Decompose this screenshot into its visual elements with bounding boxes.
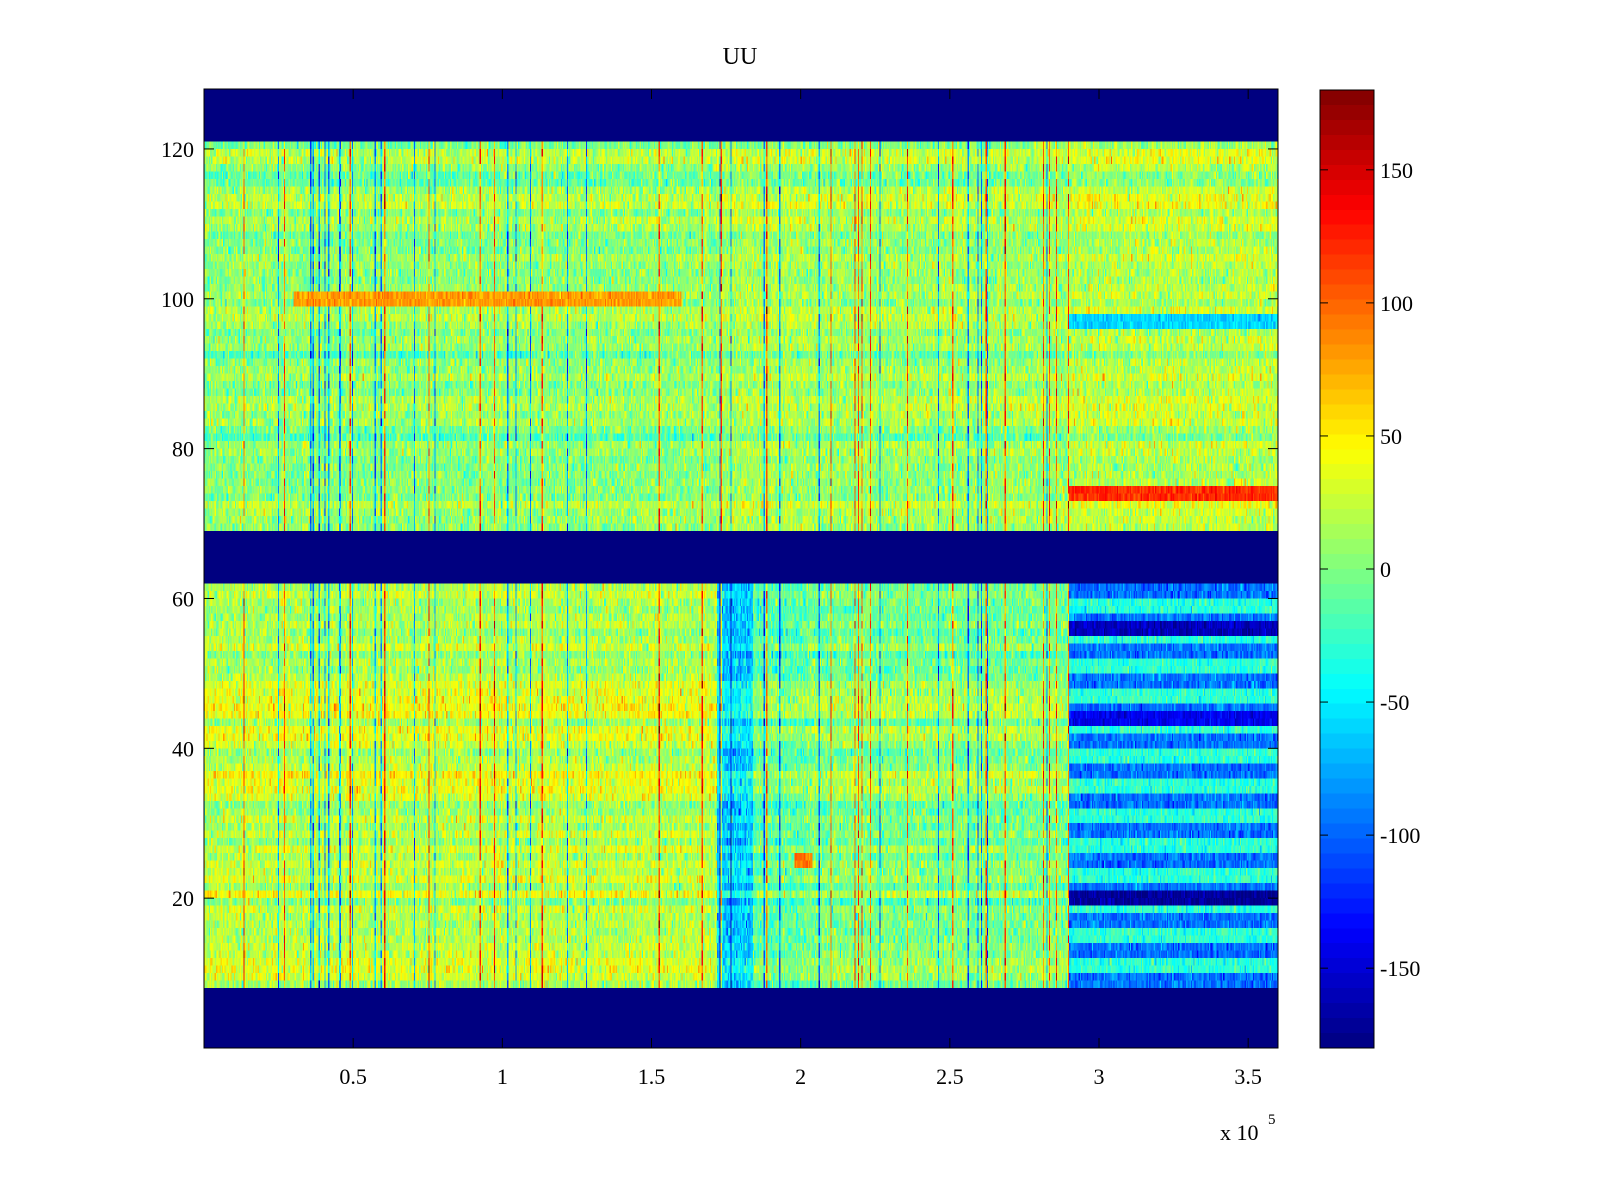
y-tick-label: 60 bbox=[172, 586, 194, 611]
plot-frame bbox=[203, 88, 1279, 1049]
y-tick-label: 20 bbox=[172, 886, 194, 911]
x-axis: 0.5 1 1.5 2 2.5 3 3.5 bbox=[339, 89, 1262, 1089]
y-tick-label: 120 bbox=[161, 137, 194, 162]
x-tick-label: 3.5 bbox=[1234, 1064, 1262, 1089]
x-tick-label: 3 bbox=[1094, 1064, 1105, 1089]
chart-title: UU bbox=[723, 44, 758, 70]
colorbar-tick-label: -100 bbox=[1380, 823, 1420, 848]
x-exponent-power: 5 bbox=[1268, 1112, 1276, 1128]
colorbar-tick-label: 0 bbox=[1380, 557, 1391, 582]
x-exponent-label: x 10 5 bbox=[1220, 1112, 1276, 1145]
colorbar: 150 100 50 0 -50 -100 -150 bbox=[1319, 89, 1420, 1049]
heatmap-plot-area bbox=[203, 88, 1279, 1049]
y-tick-label: 40 bbox=[172, 736, 194, 761]
y-tick-label: 100 bbox=[161, 287, 194, 312]
colorbar-tick-label: 100 bbox=[1380, 291, 1413, 316]
x-exponent-base: x 10 bbox=[1220, 1120, 1259, 1145]
heatmap-image bbox=[204, 89, 1278, 1048]
colorbar-tick-label: -150 bbox=[1380, 956, 1420, 981]
y-tick-label: 80 bbox=[172, 437, 194, 462]
x-tick-label: 1 bbox=[497, 1064, 508, 1089]
y-axis: 20 40 60 80 100 120 bbox=[161, 137, 1278, 911]
colorbar-gradient bbox=[1320, 90, 1374, 1048]
colorbar-tick-label: 150 bbox=[1380, 158, 1413, 183]
x-tick-label: 0.5 bbox=[339, 1064, 367, 1089]
colorbar-ticks: 150 100 50 0 -50 -100 -150 bbox=[1320, 158, 1420, 981]
colorbar-tick-label: -50 bbox=[1380, 690, 1409, 715]
x-tick-label: 1.5 bbox=[638, 1064, 666, 1089]
x-tick-label: 2 bbox=[795, 1064, 806, 1089]
colorbar-tick-label: 50 bbox=[1380, 424, 1402, 449]
x-tick-label: 2.5 bbox=[936, 1064, 964, 1089]
